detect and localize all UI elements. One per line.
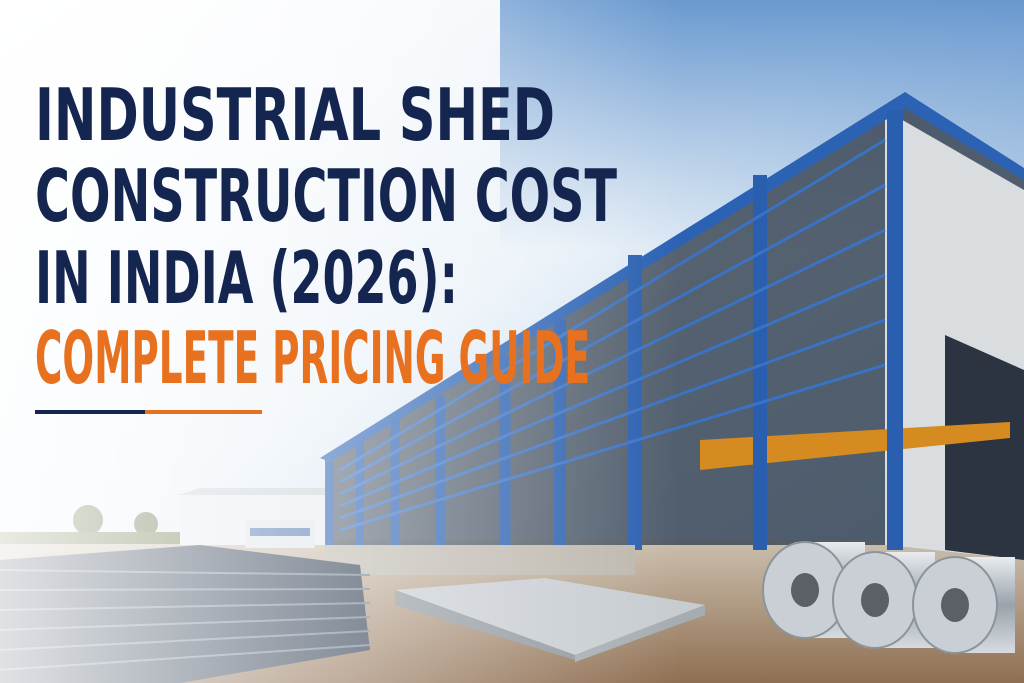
text-backdrop bbox=[0, 0, 680, 683]
divider bbox=[145, 410, 262, 414]
coil-hole bbox=[791, 573, 819, 607]
headline-line: IN INDIA (2026): bbox=[35, 236, 458, 320]
headline-line: INDUSTRIAL SHED bbox=[35, 73, 555, 157]
coil-hole bbox=[941, 588, 969, 622]
headline-subtitle: COMPLETE PRICING GUIDE bbox=[35, 316, 590, 400]
divider bbox=[35, 410, 145, 414]
coil-hole bbox=[861, 583, 889, 617]
headline-line: CONSTRUCTION COST bbox=[35, 154, 617, 238]
steel-coils bbox=[762, 541, 1015, 654]
